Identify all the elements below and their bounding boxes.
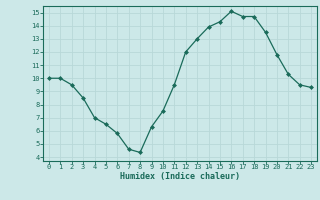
X-axis label: Humidex (Indice chaleur): Humidex (Indice chaleur) <box>120 172 240 181</box>
